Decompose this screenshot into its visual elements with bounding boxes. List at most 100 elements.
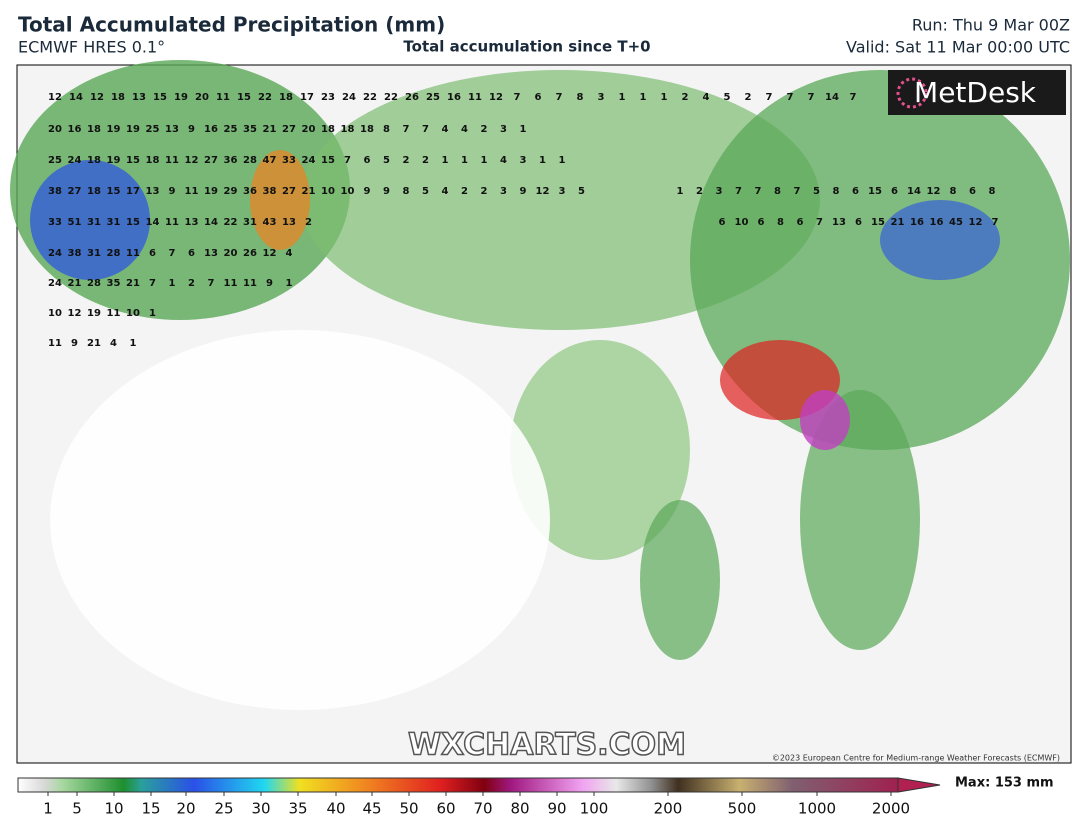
precip-label: 14 (69, 92, 83, 103)
precip-label: 16 (910, 217, 924, 228)
precip-label: 13 (146, 186, 160, 197)
colorbar-tick-label: 35 (288, 800, 307, 818)
precip-label: 1 (539, 155, 546, 166)
precip-label: 20 (195, 92, 209, 103)
precip-label: 3 (716, 186, 723, 197)
precip-label: 12 (90, 92, 104, 103)
precip-label: 8 (403, 186, 410, 197)
colorbar-tick-label: 10 (104, 800, 123, 818)
precip-label: 31 (107, 217, 121, 228)
precip-label: 16 (447, 92, 461, 103)
colorbar-tick-label: 200 (654, 800, 683, 818)
precip-label: 18 (87, 186, 101, 197)
precip-label: 2 (481, 186, 488, 197)
precip-label: 38 (68, 248, 82, 259)
precip-label: 1 (661, 92, 668, 103)
precip-label: 18 (87, 155, 101, 166)
precip-label: 8 (577, 92, 584, 103)
colorbar-tick-label: 5 (72, 800, 82, 818)
precip-label: 3 (500, 124, 507, 135)
colorbar-ticks: 1 5 10 15 20 25 30 35 40 45 50 60 70 80 90 100 200 500 100… (43, 792, 910, 818)
precip-label: 35 (243, 124, 257, 135)
precip-label: 22 (363, 92, 377, 103)
precip-label: 17 (300, 92, 314, 103)
precip-label: 10 (735, 217, 749, 228)
precip-label: 15 (153, 92, 167, 103)
precip-label: 25 (224, 124, 238, 135)
precip-label: 16 (930, 217, 944, 228)
precip-label: 28 (243, 155, 257, 166)
colorbar-tick-label: 70 (473, 800, 492, 818)
precip-label: 1 (169, 278, 176, 289)
precip-label: 13 (282, 217, 296, 228)
precip-label: 8 (950, 186, 957, 197)
precip-label: 9 (266, 278, 273, 289)
precip-label: 15 (871, 217, 885, 228)
precip-label: 43 (263, 217, 277, 228)
precip-label: 51 (68, 217, 82, 228)
colorbar-tick-label: 1 (43, 800, 53, 818)
precip-label: 11 (468, 92, 482, 103)
precip-label: 7 (755, 186, 762, 197)
precip-label: 6 (188, 248, 195, 259)
precip-label: 31 (87, 217, 101, 228)
precip-label: 1 (559, 155, 566, 166)
precip-label: 12 (969, 217, 983, 228)
precip-label: 14 (146, 217, 160, 228)
copyright: ©2023 European Centre for Medium-range W… (772, 754, 1060, 763)
precip-label: 25 (48, 155, 62, 166)
colorbar-tick-label: 25 (214, 800, 233, 818)
precip-label: 18 (341, 124, 355, 135)
precip-label: 47 (263, 155, 277, 166)
colorbar-bar (17, 777, 899, 793)
precip-label: 19 (174, 92, 188, 103)
colorbar: Max: 153 mm (17, 776, 1054, 793)
precip-label: 5 (383, 155, 390, 166)
precip-label: 19 (107, 155, 121, 166)
precip-label: 6 (364, 155, 371, 166)
precip-label: 12 (489, 92, 503, 103)
precip-label: 13 (132, 92, 146, 103)
precip-label: 18 (111, 92, 125, 103)
colorbar-arrow (897, 777, 941, 793)
precip-label: 28 (107, 248, 121, 259)
precip-label: 21 (302, 186, 316, 197)
precip-label: 22 (224, 217, 238, 228)
precip-label: 9 (169, 186, 176, 197)
precip-label: 17 (126, 186, 140, 197)
precip-label: 20 (302, 124, 316, 135)
precip-label: 24 (48, 248, 62, 259)
precip-label: 15 (321, 155, 335, 166)
precip-label: 6 (969, 186, 976, 197)
sea (50, 330, 550, 710)
precip-label: 7 (766, 92, 773, 103)
precip-label: 10 (126, 308, 140, 319)
precip-label: 21 (87, 338, 101, 349)
precip-label: 22 (384, 92, 398, 103)
colorbar-tick-label: 20 (176, 800, 195, 818)
colorbar-tick-label: 1000 (798, 800, 836, 818)
precip-label: 24 (68, 155, 82, 166)
logo-box (888, 70, 1066, 115)
precip-label: 27 (282, 124, 296, 135)
precip-label: 2 (745, 92, 752, 103)
precip-label: 12 (263, 248, 277, 259)
max-label: Max: 153 mm (955, 776, 1054, 791)
precip-label: 36 (243, 186, 257, 197)
precip-label: 2 (682, 92, 689, 103)
precip-label: 11 (48, 338, 62, 349)
precip-label: 7 (794, 186, 801, 197)
precip-label: 12 (48, 92, 62, 103)
model: ECMWF HRES 0.1° (18, 38, 165, 57)
heavy-precip (250, 150, 310, 250)
precip-label: 6 (149, 248, 156, 259)
precip-label: 33 (282, 155, 296, 166)
precip-label: 8 (383, 124, 390, 135)
precip-label: 5 (813, 186, 820, 197)
precip-label: 15 (126, 155, 140, 166)
precip-label: 3 (500, 186, 507, 197)
precip-label: 4 (703, 92, 710, 103)
precip-label: 15 (107, 186, 121, 197)
precip-label: 4 (110, 338, 117, 349)
precip-label: 1 (442, 155, 449, 166)
